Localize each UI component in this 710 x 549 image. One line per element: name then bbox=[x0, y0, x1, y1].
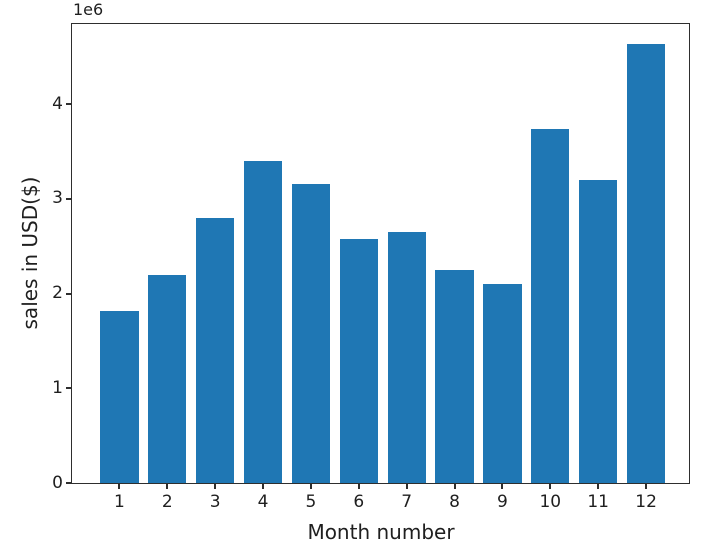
bar-month-8 bbox=[435, 269, 474, 483]
bar-month-11 bbox=[579, 179, 618, 483]
x-tick-label-4: 4 bbox=[257, 492, 269, 512]
bar-month-10 bbox=[531, 128, 570, 483]
y-tick-label-2: 2 bbox=[52, 283, 63, 303]
x-tick-label-11: 11 bbox=[587, 492, 609, 512]
bar-month-5 bbox=[291, 183, 331, 483]
y-tick-mark-1 bbox=[66, 387, 71, 390]
x-tick-label-2: 2 bbox=[161, 492, 173, 512]
y-tick-label-1: 1 bbox=[52, 377, 63, 398]
y-tick-mark-4 bbox=[66, 103, 71, 105]
x-tick-mark-6 bbox=[357, 484, 360, 489]
x-tick-mark-11 bbox=[597, 484, 600, 489]
x-tick-mark-5 bbox=[309, 484, 312, 489]
x-tick-mark-7 bbox=[405, 484, 408, 489]
x-tick-label-9: 9 bbox=[496, 492, 508, 512]
y-tick-mark-3 bbox=[66, 197, 71, 200]
x-tick-mark-1 bbox=[118, 484, 121, 489]
y-axis-offset-text: 1e6 bbox=[73, 0, 104, 19]
x-tick-mark-12 bbox=[645, 484, 648, 489]
bar-month-3 bbox=[196, 217, 235, 483]
x-tick-mark-8 bbox=[453, 484, 456, 489]
y-tick-mark-2 bbox=[66, 292, 71, 295]
x-tick-mark-2 bbox=[166, 484, 169, 489]
x-tick-label-3: 3 bbox=[209, 492, 221, 512]
x-tick-mark-10 bbox=[549, 484, 552, 489]
x-tick-label-1: 1 bbox=[113, 492, 125, 512]
x-tick-label-12: 12 bbox=[635, 492, 657, 512]
x-tick-mark-4 bbox=[262, 484, 264, 489]
bar-month-7 bbox=[387, 231, 426, 483]
bar-month-12 bbox=[626, 44, 666, 483]
x-tick-mark-3 bbox=[214, 484, 217, 489]
x-tick-mark-9 bbox=[501, 484, 504, 489]
x-tick-label-10: 10 bbox=[539, 492, 562, 512]
bar-month-6 bbox=[339, 238, 378, 483]
y-tick-label-0: 0 bbox=[52, 472, 63, 493]
x-tick-label-8: 8 bbox=[449, 492, 460, 512]
x-tick-label-5: 5 bbox=[305, 492, 317, 512]
y-tick-mark-0 bbox=[66, 482, 71, 484]
x-tick-label-7: 7 bbox=[401, 492, 413, 512]
bar-month-9 bbox=[483, 284, 522, 483]
y-tick-label-4: 4 bbox=[52, 93, 63, 114]
y-tick-label-3: 3 bbox=[52, 188, 63, 209]
bar-month-1 bbox=[100, 310, 139, 483]
x-tick-label-6: 6 bbox=[353, 492, 365, 512]
x-axis-label: Month number bbox=[307, 520, 455, 544]
bar-month-2 bbox=[148, 274, 187, 483]
bar-month-4 bbox=[243, 160, 283, 483]
